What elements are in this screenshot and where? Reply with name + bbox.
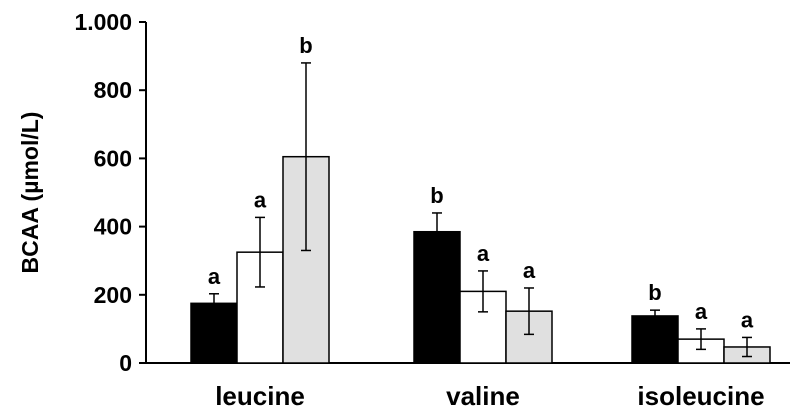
category-label: isoleucine [637,381,764,411]
y-tick-label: 0 [119,350,132,376]
y-tick-label: 200 [94,282,132,308]
y-tick-label: 400 [94,214,132,240]
category-label: valine [446,381,520,411]
bars [190,62,771,364]
significance-letter: a [208,264,221,289]
significance-letter: a [523,258,536,283]
bar [505,310,553,364]
significance-letter: a [695,299,708,324]
y-tick-label: 1.000 [74,9,132,35]
significance-letter: b [299,33,312,58]
bar [413,230,461,364]
y-tick-label: 800 [94,77,132,103]
category-label: leucine [215,381,305,411]
significance-letter: a [741,307,754,332]
significance-letter: b [648,280,661,305]
y-tick-label: 600 [94,145,132,171]
y-axis-label: BCAA (µmol/L) [17,112,43,274]
significance-letter: b [430,183,443,208]
labels: 0 200 400 600 800 1.000 a a b leucine b a a valine b a a… [74,9,764,411]
significance-letter: a [254,187,267,212]
bar [631,315,679,364]
significance-letter: a [477,241,490,266]
